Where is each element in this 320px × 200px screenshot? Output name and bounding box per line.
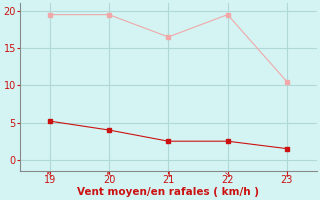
Text: ↓: ↓ [284, 170, 290, 179]
Text: ↖: ↖ [46, 170, 53, 179]
Text: ↘: ↘ [224, 170, 231, 179]
Text: ↖: ↖ [106, 170, 112, 179]
Text: ↓: ↓ [165, 170, 172, 179]
X-axis label: Vent moyen/en rafales ( km/h ): Vent moyen/en rafales ( km/h ) [77, 187, 259, 197]
